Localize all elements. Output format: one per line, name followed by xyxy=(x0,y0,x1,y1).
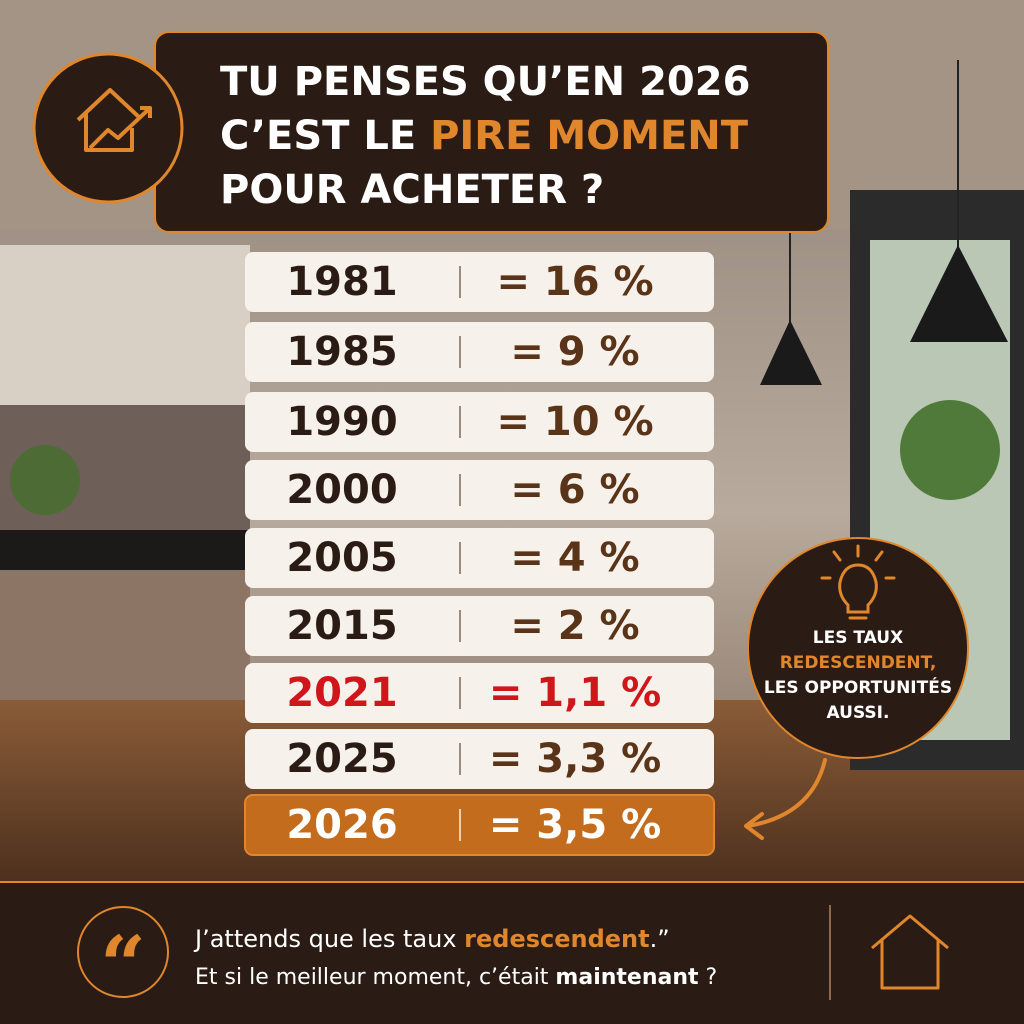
row-year: 2021 xyxy=(286,670,397,716)
row-year: 1985 xyxy=(286,329,397,375)
row-rate: = 1,1 % xyxy=(489,670,661,716)
row-year: 2026 xyxy=(286,802,397,848)
footer-text: ? xyxy=(699,965,718,990)
callout-arrow xyxy=(744,758,827,840)
row-rate: = 3,5 % xyxy=(489,802,661,848)
title-line: POUR ACHETER ? xyxy=(220,167,604,213)
callout-line: LES OPPORTUNITÉS xyxy=(764,676,952,698)
footer-line: J’attends que les taux redescendent.” xyxy=(193,925,670,953)
row-rate: = 16 % xyxy=(496,259,653,305)
lamp xyxy=(760,320,822,385)
title-text: C’EST LE xyxy=(220,113,430,159)
callout-line: LES TAUX xyxy=(813,628,903,648)
callout-line: AUSSI. xyxy=(827,703,890,723)
footer-text: J’attends que les taux xyxy=(193,925,464,953)
quote-mark: “ xyxy=(100,918,146,1012)
table-row xyxy=(245,460,714,520)
row-rate: = 6 % xyxy=(510,467,639,513)
quote-circle xyxy=(77,906,169,998)
row-year: 1990 xyxy=(286,399,397,445)
table-row xyxy=(245,596,714,656)
footer xyxy=(0,882,1024,1024)
table-row xyxy=(245,392,714,452)
row-rate: = 2 % xyxy=(510,603,639,649)
title-line: TU PENSES QU’EN 2026 xyxy=(220,59,750,105)
title-highlight: PIRE MOMENT xyxy=(430,113,749,159)
footer-text: maintenant xyxy=(555,965,699,990)
row-rate: = 4 % xyxy=(510,535,639,581)
row-rate: = 9 % xyxy=(510,329,639,375)
table-row xyxy=(245,322,714,382)
footer-line: Et si le meilleur moment, c’était mainte… xyxy=(195,965,717,990)
table-row xyxy=(245,252,714,312)
footer-house xyxy=(871,914,949,990)
plant-small xyxy=(10,445,80,515)
footer-text: Et si le meilleur moment, c’était xyxy=(195,965,555,990)
upper-cabinets xyxy=(0,245,250,405)
bulb-icon xyxy=(820,544,896,620)
content: TU PENSES QU’EN 2026 C’EST LE PIRE MOMENT… xyxy=(0,31,1024,1024)
table-row xyxy=(245,663,714,723)
callout-line: REDESCENDENT, xyxy=(780,653,937,673)
plant xyxy=(900,400,1000,500)
table-row xyxy=(245,528,714,588)
footer-text: redescendent xyxy=(464,925,649,953)
table-row xyxy=(244,794,715,856)
callout-circle xyxy=(747,537,969,759)
row-year: 2005 xyxy=(286,535,397,581)
lamp xyxy=(910,245,1008,342)
footer-text: .” xyxy=(650,925,670,953)
row-year: 2025 xyxy=(286,736,397,782)
title-line: C’EST LE PIRE MOMENT xyxy=(220,113,749,159)
house-icon xyxy=(76,88,152,152)
row-year: 2000 xyxy=(286,467,397,513)
counter xyxy=(0,530,250,570)
row-year: 2015 xyxy=(286,603,397,649)
row-year: 1981 xyxy=(286,259,397,305)
row-rate: = 3,3 % xyxy=(489,736,661,782)
row-rate: = 10 % xyxy=(496,399,653,445)
table-row xyxy=(245,729,714,789)
